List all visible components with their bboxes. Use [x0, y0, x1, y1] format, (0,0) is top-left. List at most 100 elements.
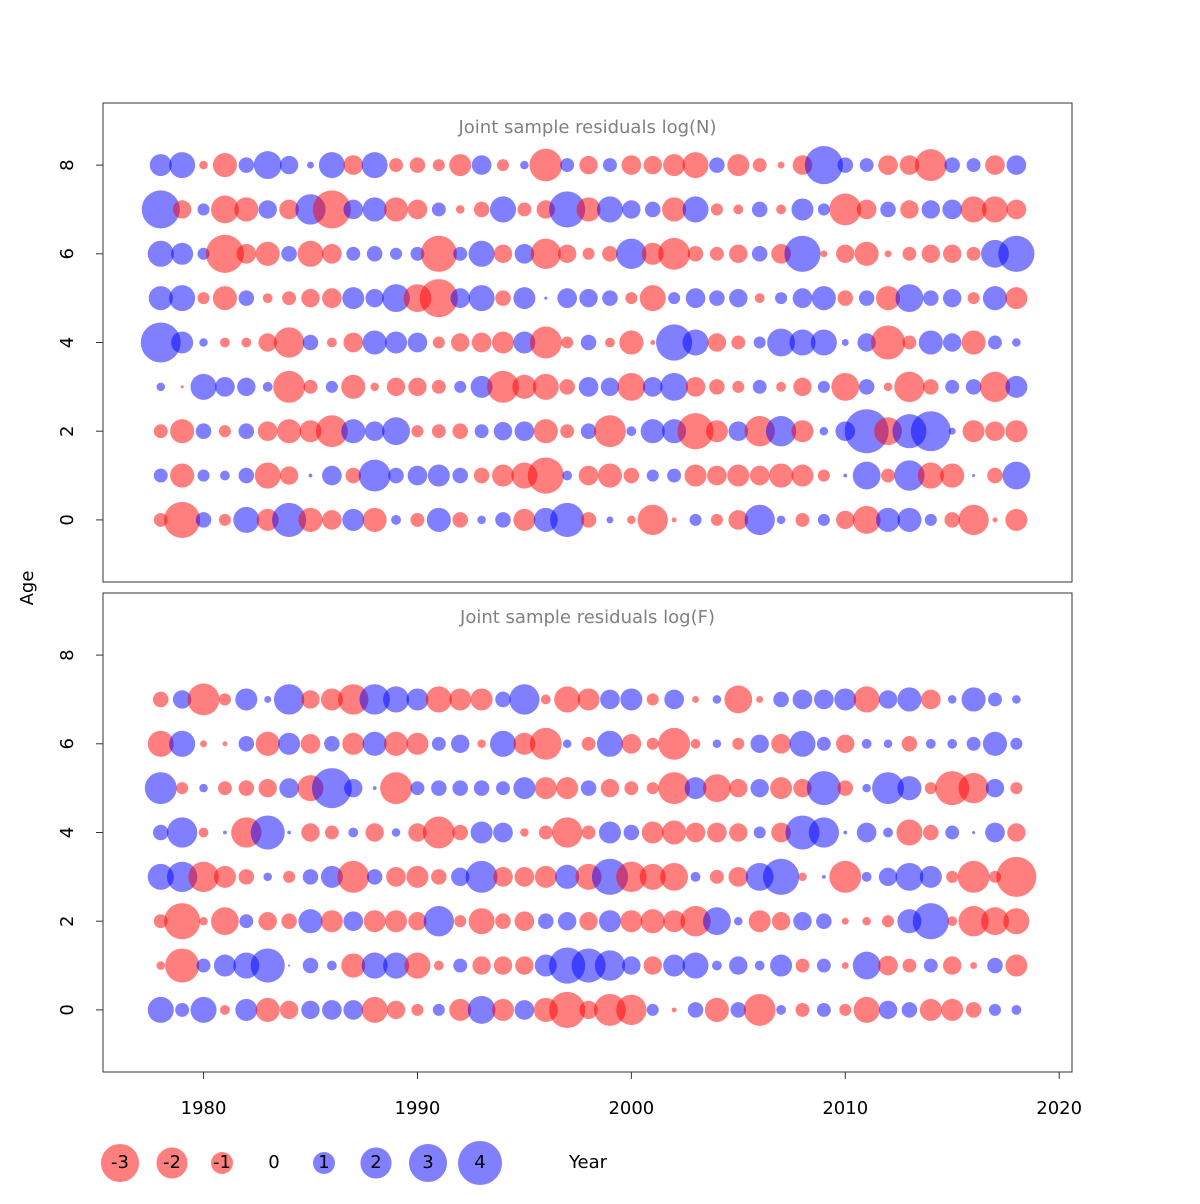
residual-bubble [517, 202, 532, 217]
residual-bubble [598, 821, 621, 844]
residual-bubble [899, 155, 920, 175]
residual-bubble [709, 869, 724, 884]
residual-bubble [702, 774, 731, 803]
residual-bubble [658, 727, 691, 760]
residual-bubble [960, 196, 987, 223]
residual-bubble [322, 243, 342, 264]
residual-bubble [1005, 954, 1028, 977]
residual-bubble [596, 730, 623, 757]
residual-bubble [169, 285, 196, 312]
residual-bubble [495, 691, 511, 708]
residual-bubble [218, 425, 231, 438]
residual-bubble [596, 196, 623, 223]
residual-bubble [322, 288, 342, 308]
y-tick-label: 2 [57, 915, 78, 926]
residual-bubble [343, 332, 364, 353]
residual-bubble [253, 151, 282, 180]
residual-bubble [621, 733, 642, 754]
residual-bubble [217, 781, 232, 796]
residual-bubble [875, 507, 901, 532]
residual-bubble [365, 823, 384, 842]
residual-bubble [600, 689, 620, 710]
residual-bubble [361, 952, 388, 979]
residual-bubble [287, 964, 291, 967]
residual-bubble [727, 154, 750, 177]
residual-bubble [1006, 155, 1027, 175]
residual-bubble [152, 691, 169, 708]
residual-bubble [1003, 908, 1030, 935]
residual-bubble [211, 907, 239, 936]
residual-bubble [318, 152, 345, 179]
residual-bubble [326, 960, 337, 971]
residual-bubble [861, 738, 872, 749]
residual-bubble [689, 513, 702, 526]
residual-bubble [385, 910, 408, 933]
residual-bubble [640, 909, 665, 934]
residual-bubble [391, 514, 401, 525]
residual-bubble [532, 373, 559, 400]
residual-bubble [390, 247, 403, 260]
residual-bubble [690, 871, 701, 882]
residual-bubble [514, 243, 535, 264]
residual-bubble [580, 780, 597, 796]
residual-bubble [985, 421, 1005, 442]
residual-bubble [544, 296, 548, 300]
residual-bubble [406, 865, 429, 888]
residual-bubble [988, 1003, 1002, 1016]
residual-bubble [682, 329, 709, 356]
residual-bubble [771, 822, 791, 843]
residual-bubble [198, 827, 209, 838]
residual-bubble [641, 821, 664, 844]
residual-bubble [843, 830, 848, 835]
residual-bubble [562, 739, 572, 749]
residual-bubble [250, 815, 285, 850]
residual-bubble [473, 467, 490, 484]
residual-bubble [728, 421, 749, 442]
residual-bubble [171, 242, 194, 265]
residual-bubble [489, 196, 517, 223]
residual-bubble [765, 416, 797, 447]
residual-bubble [816, 913, 832, 929]
residual-bubble [820, 250, 828, 258]
residual-bubble [172, 200, 192, 219]
residual-bubble [166, 817, 198, 848]
residual-bubble [902, 246, 917, 261]
residual-bubble [325, 380, 338, 393]
residual-bubble [241, 337, 252, 348]
residual-bubble [748, 910, 771, 933]
y-tick-label: 8 [57, 159, 78, 170]
residual-bubble [362, 197, 387, 222]
residual-bubble [520, 828, 529, 837]
residual-bubble [579, 912, 598, 931]
residual-bubble [810, 329, 837, 356]
residual-bubble [998, 235, 1035, 272]
residual-bubble [795, 1002, 810, 1017]
residual-bubble [776, 1004, 787, 1015]
residual-bubble [582, 247, 595, 260]
y-tick-label: 0 [57, 514, 78, 525]
legend-label: -2 [163, 1152, 181, 1173]
residual-bubble [433, 960, 444, 971]
residual-bubble [947, 695, 957, 704]
residual-bubble [690, 738, 701, 749]
residual-bubble [533, 419, 558, 444]
residual-bubble [580, 512, 597, 528]
residual-bubble [299, 420, 322, 443]
residual-bubble [642, 377, 663, 397]
residual-bubble [773, 691, 789, 708]
residual-bubble [791, 198, 814, 221]
residual-bubble [222, 741, 228, 747]
residual-bubble [945, 825, 960, 840]
residual-bubble [966, 736, 981, 751]
legend-bubble [156, 1147, 188, 1179]
residual-bubble [958, 906, 989, 937]
residual-bubble [432, 1003, 445, 1016]
residual-bubble [709, 246, 724, 261]
residual-bubble [600, 377, 620, 397]
residual-bubble [793, 912, 812, 931]
residual-bubble [987, 467, 1003, 484]
residual-bubble [894, 460, 925, 491]
residual-bubble [750, 734, 769, 753]
residual-bubble [514, 867, 535, 887]
residual-bubble [769, 463, 794, 488]
